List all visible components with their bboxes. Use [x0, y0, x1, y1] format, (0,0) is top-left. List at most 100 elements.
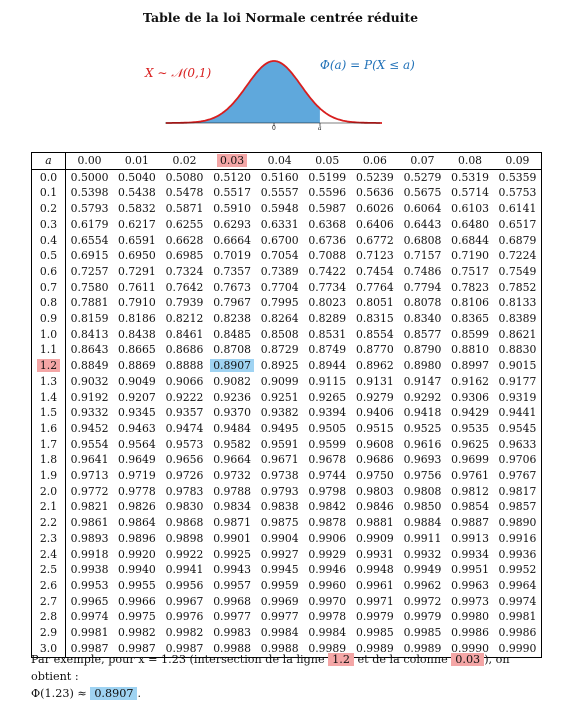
table-cell: 0.9066: [161, 374, 209, 390]
row-header-label: 0.3: [39, 217, 58, 231]
cell-value: 0.8925: [260, 359, 299, 373]
cell-value: 0.8708: [213, 343, 251, 357]
table-cell: 0.6985: [161, 248, 209, 264]
cell-value: 0.7549: [498, 264, 537, 278]
cell-value: 0.9988: [213, 641, 251, 655]
table-cell: 0.5557: [256, 185, 304, 201]
cell-value: 0.9582: [213, 437, 251, 451]
table-cell: 0.9986: [494, 625, 542, 641]
table-cell: 0.8485: [208, 327, 256, 343]
row-header-label: 0.5: [39, 249, 58, 263]
cell-value: 0.9573: [165, 437, 204, 451]
table-cell: 0.9131: [351, 374, 399, 390]
cell-value: 0.8577: [403, 327, 442, 341]
table-cell: 0.8461: [161, 327, 209, 343]
table-cell: 0.7389: [256, 264, 304, 280]
table-cell: 0.9913: [446, 531, 494, 547]
note-text-4: Φ(1.23) ≈: [31, 687, 87, 700]
table-cell: 0.8159: [66, 311, 114, 327]
table-cell: 0.6879: [494, 233, 542, 249]
cell-value: 0.9854: [451, 500, 489, 514]
cell-value: 0.8621: [498, 327, 537, 341]
cell-value: 0.9357: [165, 406, 204, 420]
cell-value: 0.9871: [213, 516, 251, 530]
cell-value: 0.9706: [498, 453, 537, 467]
table-cell: 0.6591: [113, 233, 161, 249]
cell-value: 0.9932: [403, 547, 442, 561]
table-cell: 0.6554: [66, 233, 114, 249]
cell-value: 0.9686: [355, 453, 394, 467]
table-cell: 0.9922: [161, 547, 209, 563]
table-row: 0.7 0.7580 0.7611 0.7642 0.7673 0.7704 0.7734 0…: [31, 279, 542, 296]
cell-value: 0.7257: [70, 264, 109, 278]
cell-value: 0.8485: [213, 327, 251, 341]
table-cell: 0.9418: [399, 405, 447, 421]
table-cell: 0.6141: [494, 201, 542, 217]
cell-value: 0.9664: [213, 453, 251, 467]
table-cell: 0.9738: [256, 468, 304, 484]
table-cell: 0.8830: [494, 342, 542, 358]
table-cell: 0.9854: [446, 499, 494, 515]
cell-value: 0.8599: [451, 327, 489, 341]
table-cell: 0.9965: [66, 594, 114, 610]
table-cell: 0.9987: [66, 641, 114, 657]
table-cell: 0.9943: [208, 562, 256, 578]
table-cell: 0.7324: [161, 264, 209, 280]
cell-value: 0.7794: [403, 280, 442, 294]
cell-value: 0.9987: [165, 641, 204, 655]
table-cell: 0.9846: [351, 499, 399, 515]
table-cell: 0.9949: [399, 562, 447, 578]
cell-value: 0.7910: [118, 296, 156, 310]
cell-value: 0.8186: [118, 312, 156, 326]
column-header-label: 0.02: [172, 154, 197, 167]
cell-value: 0.9945: [260, 563, 299, 577]
cell-value: 0.5000: [70, 170, 109, 184]
table-cell: 0.9608: [351, 437, 399, 453]
cell-value: 0.9222: [165, 390, 204, 404]
table-cell: 0.9868: [161, 515, 209, 531]
column-header-label: 0.05: [315, 154, 340, 167]
cell-value: 0.8869: [118, 359, 156, 373]
cell-value: 0.9554: [70, 437, 109, 451]
column-header: 0.04: [255, 152, 304, 170]
normal-table: a 0.00 0.01 0.02 0.03 0.04 0.05 0.06 0.07 0.08 0.…: [31, 152, 542, 658]
cell-value: 0.9292: [403, 390, 442, 404]
cell-value: 0.9949: [403, 563, 442, 577]
cell-value: 0.9911: [403, 531, 442, 545]
table-row: 0.5 0.6915 0.6950 0.6985 0.7019 0.7054 0.7088 0…: [31, 248, 542, 264]
cell-value: 0.9738: [260, 469, 299, 483]
cell-value: 0.9881: [355, 516, 394, 530]
table-cell: 0.8531: [303, 327, 351, 343]
table-cell: 0.8770: [351, 342, 399, 358]
table-cell: 0.8599: [446, 327, 494, 343]
row-header-label: 0.6: [39, 264, 58, 278]
table-cell: 0.6255: [161, 217, 209, 233]
cell-value: 0.9960: [308, 578, 347, 592]
table-row: 0.8 0.7881 0.7910 0.7939 0.7967 0.7995 0.8023 0…: [31, 295, 542, 312]
cell-value: 0.9251: [260, 390, 299, 404]
cell-value: 0.9429: [451, 406, 489, 420]
cell-value: 0.6480: [451, 217, 489, 231]
cell-value: 0.9713: [70, 469, 109, 483]
table-cell: 0.9990: [446, 641, 494, 657]
table-cell: 0.8643: [66, 342, 114, 358]
cell-value: 0.8643: [70, 343, 109, 357]
cell-value: 0.9981: [498, 610, 537, 624]
cell-value: 0.9968: [213, 594, 251, 608]
cell-value: 0.9788: [213, 484, 251, 498]
cell-value: 0.9306: [451, 390, 489, 404]
cell-value: 0.7673: [213, 280, 251, 294]
table-cell: 0.5279: [399, 169, 447, 185]
cell-value: 0.9732: [213, 469, 251, 483]
cell-value: 0.5239: [355, 170, 394, 184]
table-cell: 0.7123: [351, 248, 399, 264]
table-cell: 0.5239: [351, 169, 399, 185]
table-cell: 0.9898: [161, 531, 209, 547]
table-cell: 0.9890: [494, 515, 542, 531]
table-cell: 0.6517: [494, 217, 542, 233]
cell-value: 0.9989: [355, 641, 394, 655]
row-header: 0.5: [31, 248, 66, 264]
cell-value: 0.9982: [118, 626, 156, 640]
cell-value: 0.9406: [355, 406, 394, 420]
table-cell: 0.7517: [446, 264, 494, 280]
